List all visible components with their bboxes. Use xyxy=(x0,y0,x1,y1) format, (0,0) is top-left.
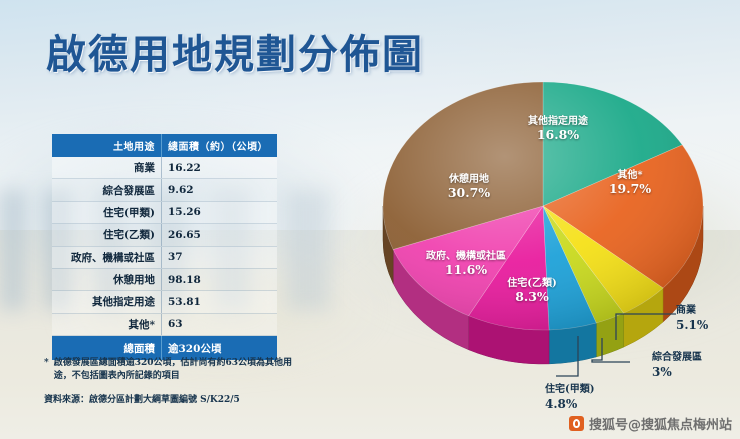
watermark: 搜狐号@搜狐焦点梅州站 xyxy=(568,414,732,433)
land-use-table: 土地用途 總面積（約）（公頃） 商業 16.22 綜合發展區 9.62 住宅(甲… xyxy=(52,134,277,360)
cell-area: 63 xyxy=(160,313,277,337)
table: 土地用途 總面積（約）（公頃） 商業 16.22 綜合發展區 9.62 住宅(甲… xyxy=(52,134,277,360)
table-body: 商業 16.22 綜合發展區 9.62 住宅(甲類) 15.26 住宅(乙類) … xyxy=(52,157,277,337)
total-label: 總面積 xyxy=(52,335,162,360)
page-title: 啟德用地規劃分佈圖 xyxy=(46,31,424,78)
callout-name: 商業 xyxy=(676,305,696,316)
callout-percent: 5.1% xyxy=(676,318,709,332)
cell-land-use: 住宅(乙類) xyxy=(52,223,162,247)
cell-land-use: 政府、機構或社區 xyxy=(52,246,162,269)
table-row: 住宅(乙類) 26.65 xyxy=(52,223,277,247)
pie-gloss xyxy=(383,82,703,330)
callout-percent: 4.8% xyxy=(545,397,578,411)
table-header-row: 土地用途 總面積（約）（公頃） xyxy=(52,134,277,157)
table-row: 其他* 63 xyxy=(52,313,277,337)
callout-residential-a: 住宅(甲類) 4.8% xyxy=(545,384,594,411)
total-value: 逾320公頃 xyxy=(160,335,277,360)
callout-name: 綜合發展區 xyxy=(652,352,702,363)
cell-land-use: 其他指定用途 xyxy=(52,290,162,314)
pie-chart: 休憩用地 30.7% 其他指定用途 16.8% 其他* 19.7% 政府、機構或… xyxy=(378,58,708,368)
callout-percent: 3% xyxy=(652,365,672,379)
cell-area: 26.65 xyxy=(160,223,277,247)
cell-area: 9.62 xyxy=(160,178,277,202)
callout-commercial: 商業 5.1% xyxy=(676,305,708,332)
table-total-row: 總面積 逾320公頃 xyxy=(52,335,277,360)
cell-land-use: 其他* xyxy=(52,313,162,337)
sohu-logo-icon xyxy=(568,416,584,431)
cell-area: 15.26 xyxy=(160,201,277,225)
source-text: 資料來源：啟德分區計劃大綱草圖編號 S/K22/5 xyxy=(44,395,240,405)
table-row: 綜合發展區 9.62 xyxy=(52,178,277,202)
table-foot: 總面積 逾320公頃 xyxy=(52,335,277,360)
footnote-row: * 啟德發展區總面積逾320公頃，估計尚有約63公頃為其他用途，不包括圖表內所記… xyxy=(44,357,306,383)
table-head: 土地用途 總面積（約）（公頃） xyxy=(52,134,277,157)
cell-land-use: 休憩用地 xyxy=(52,268,162,292)
table-row: 休憩用地 98.18 xyxy=(52,268,277,292)
pie-chart-svg xyxy=(382,81,704,365)
cell-land-use: 商業 xyxy=(52,157,162,180)
table-row: 住宅(甲類) 15.26 xyxy=(52,201,277,225)
column-header-total-area: 總面積（約）（公頃） xyxy=(160,134,277,157)
cell-land-use: 住宅(甲類) xyxy=(52,201,162,225)
callout-name: 住宅(甲類) xyxy=(545,384,595,395)
column-header-land-use: 土地用途 xyxy=(52,134,162,157)
watermark-text: 搜狐号@搜狐焦点梅州站 xyxy=(588,418,732,433)
cell-area: 98.18 xyxy=(160,268,277,292)
footnote-block: * 啟德發展區總面積逾320公頃，估計尚有約63公頃為其他用途，不包括圖表內所記… xyxy=(44,357,306,383)
cell-area: 53.81 xyxy=(160,290,277,314)
cell-area: 37 xyxy=(160,246,277,269)
callout-cda: 綜合發展區 3% xyxy=(652,352,702,379)
cell-area: 16.22 xyxy=(160,157,277,180)
table-row: 其他指定用途 53.81 xyxy=(52,290,277,314)
table-row: 商業 16.22 xyxy=(52,157,277,180)
footnote-text: 啟德發展區總面積逾320公頃，估計尚有約63公頃為其他用途，不包括圖表內所記錄的… xyxy=(53,358,293,382)
footnote-marker: * xyxy=(44,358,49,368)
table-row: 政府、機構或社區 37 xyxy=(52,246,277,269)
cell-land-use: 綜合發展區 xyxy=(52,178,162,202)
